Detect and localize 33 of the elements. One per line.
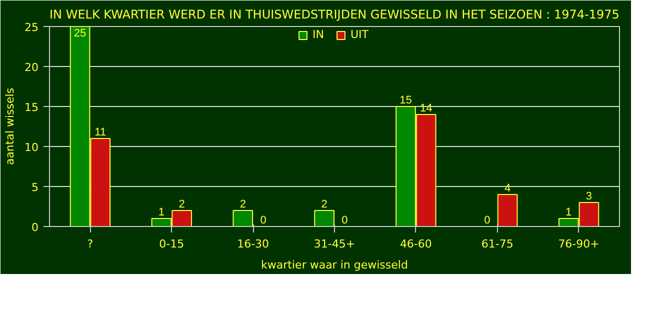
x-tick-label: ?: [87, 238, 94, 250]
data-label: 2: [178, 198, 185, 210]
x-tick-label: 16-30: [237, 238, 270, 250]
y-axis-title: aantal wissels: [4, 88, 17, 166]
bar: [232, 210, 254, 226]
chart-title: IN WELK KWARTIER WERD ER IN THUISWEDSTRIJDEN GEWISSELD IN HET SEIZOEN : 1974-1975: [50, 8, 620, 22]
data-label: 2: [240, 198, 246, 210]
x-tick-label: 61-75: [481, 238, 514, 250]
data-label: 0: [260, 214, 266, 226]
y-tick-label: 10: [24, 141, 39, 154]
data-label: 3: [586, 190, 592, 202]
x-tick-label: 0-15: [159, 238, 184, 250]
data-label: 1: [566, 206, 572, 218]
y-tick-label: 5: [32, 181, 38, 194]
data-label: 0: [342, 214, 348, 226]
data-label: 11: [94, 126, 106, 138]
data-label: 2: [321, 198, 328, 210]
y-tick-label: 25: [24, 21, 39, 34]
x-tick-label: 76-90+: [558, 238, 600, 250]
legend-label: UIT: [350, 28, 370, 41]
x-axis-title: kwartier waar in gewisseld: [261, 258, 408, 272]
data-label: 0: [484, 214, 490, 226]
data-label: 1: [158, 206, 165, 218]
data-label: 25: [74, 28, 86, 40]
bar: [497, 194, 518, 226]
y-tick-label: 20: [24, 61, 39, 74]
y-tick-label: 0: [32, 221, 38, 234]
x-tick-label: 46-60: [400, 238, 432, 250]
legend-label: IN: [312, 28, 325, 41]
x-tick-label: 31-45+: [314, 238, 356, 250]
y-tick-label: 15: [24, 101, 39, 114]
data-label: 15: [400, 94, 412, 106]
bar: [314, 210, 334, 226]
